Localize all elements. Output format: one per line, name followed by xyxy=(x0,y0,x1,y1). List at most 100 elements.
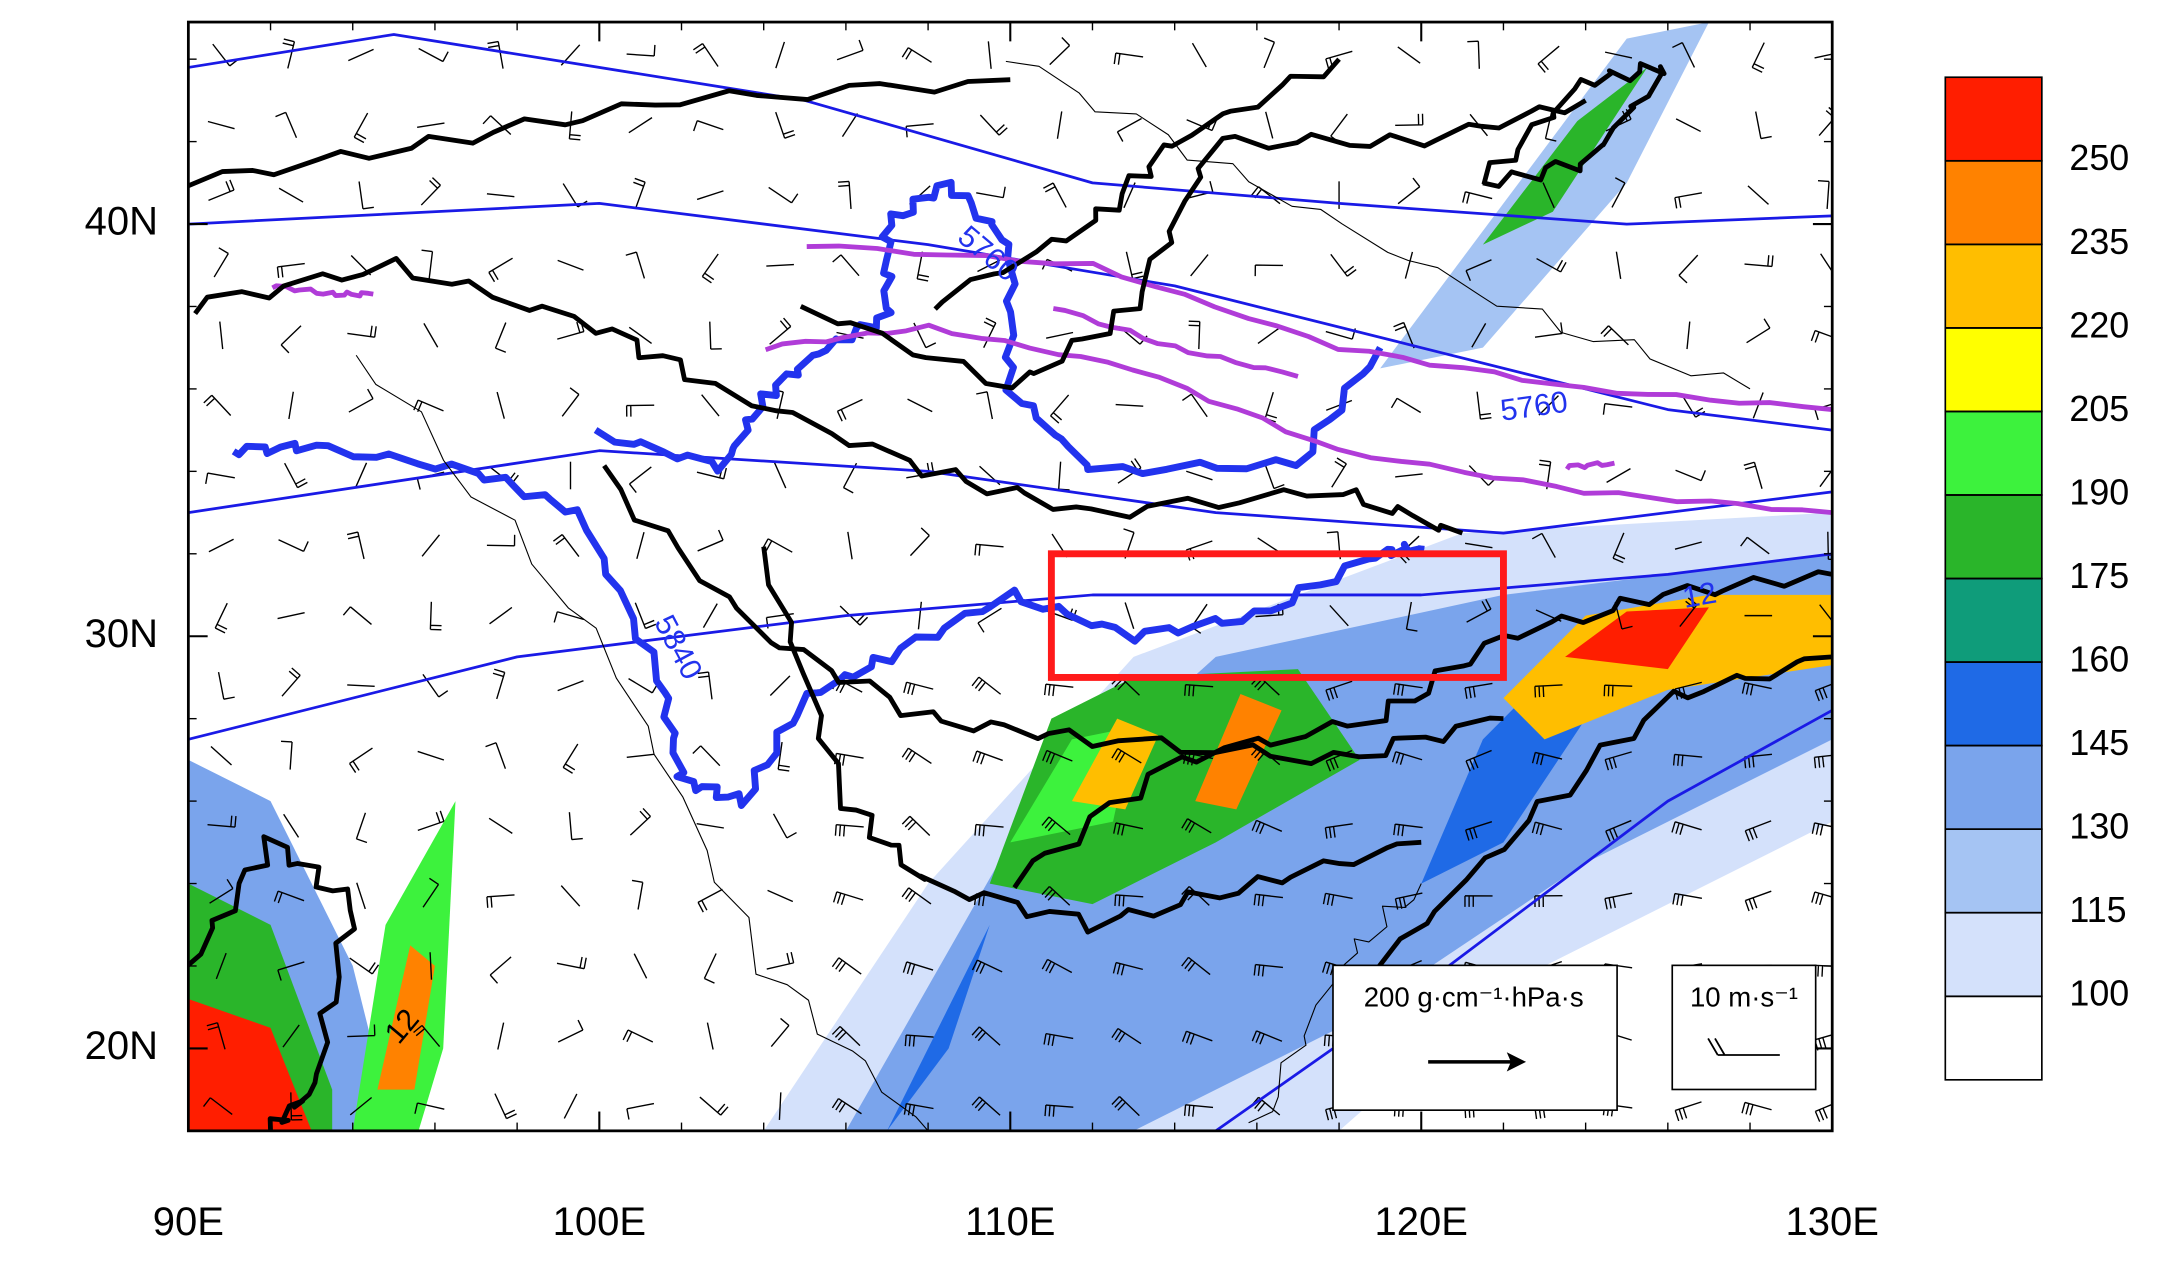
wind-barb xyxy=(974,543,1004,556)
wind-barb xyxy=(1113,822,1144,836)
wind-barb xyxy=(701,394,720,417)
wind-barb xyxy=(1186,470,1213,481)
wind-barb xyxy=(349,957,380,975)
wind-barb xyxy=(1675,118,1701,133)
wind-barb xyxy=(1672,892,1703,906)
wind-barb xyxy=(972,750,1003,765)
wind-barb xyxy=(1476,391,1492,420)
wind-barb xyxy=(1188,320,1201,350)
wind-barb xyxy=(273,890,305,904)
wind-barb xyxy=(1392,683,1423,696)
wind-barb xyxy=(552,533,580,558)
wind-barb xyxy=(497,1022,505,1050)
wind-barb xyxy=(420,177,441,206)
wind-barb xyxy=(1678,254,1699,284)
wind-barb xyxy=(568,812,583,841)
wind-barb xyxy=(556,956,587,970)
wind-barb xyxy=(1466,599,1492,623)
wind-barb xyxy=(1043,182,1067,208)
vector-arrowhead xyxy=(1506,1052,1527,1072)
wind-barb xyxy=(1329,604,1349,627)
wind-barb xyxy=(1751,42,1765,73)
wind-barb xyxy=(1471,323,1487,348)
wind-barb xyxy=(837,180,852,209)
wind-barb xyxy=(1538,395,1559,416)
wind-barb xyxy=(208,179,235,202)
purple-contour xyxy=(1052,306,1299,379)
wind-barb xyxy=(901,815,931,836)
wind-barb xyxy=(489,606,513,625)
wind-barb xyxy=(557,259,584,271)
wind-barb xyxy=(917,601,923,630)
wind-barb xyxy=(1181,1030,1213,1045)
wind-barb xyxy=(1390,397,1422,414)
wind-barb xyxy=(903,681,934,696)
wind-barb xyxy=(1049,37,1071,66)
wind-barb xyxy=(492,668,506,700)
wind-barb xyxy=(485,742,507,769)
wind-barb xyxy=(979,114,1008,136)
wind-barb xyxy=(1600,325,1629,346)
wind-barb xyxy=(429,601,442,631)
wind-barb xyxy=(628,117,653,134)
wind-barb xyxy=(767,889,794,903)
wind-barb xyxy=(282,1024,300,1048)
wind-barb xyxy=(1263,37,1276,69)
wind-barb xyxy=(203,394,232,416)
wind-barb xyxy=(1605,819,1632,842)
wind-barb xyxy=(278,539,309,552)
x-tick-label: 120E xyxy=(1375,1200,1468,1244)
wind-barb xyxy=(1813,964,1833,977)
wind-barb xyxy=(1612,532,1626,564)
wind-barb xyxy=(207,815,237,828)
wind-barb xyxy=(1814,683,1833,702)
thick-contour xyxy=(593,178,1384,478)
wind-barb xyxy=(488,817,513,834)
wind-barb xyxy=(1056,111,1063,139)
wind-barb xyxy=(1811,822,1833,836)
wind-barb xyxy=(1395,113,1424,127)
wind-barb xyxy=(1112,961,1143,976)
colorbar-cell xyxy=(1944,410,2043,496)
wind-barb xyxy=(633,177,646,209)
wind-barb xyxy=(772,813,797,839)
wind-barb xyxy=(971,1096,1001,1116)
wind-barb xyxy=(762,538,793,553)
boundary-line xyxy=(602,464,1504,767)
wind-barb xyxy=(1050,394,1070,424)
wind-barb xyxy=(1604,892,1633,910)
boundary-line xyxy=(933,57,1341,311)
colorbar-cell xyxy=(1944,995,2043,1081)
wind-barb xyxy=(904,1034,934,1047)
wind-barb xyxy=(1811,891,1833,906)
wind-barb xyxy=(1744,820,1772,842)
wind-barb xyxy=(1181,393,1208,418)
wind-barb xyxy=(831,1098,862,1115)
wind-barb xyxy=(775,111,796,139)
wind-barb xyxy=(283,813,300,838)
wind-barb xyxy=(1819,468,1833,488)
wind-barb xyxy=(847,531,853,560)
wind-barb xyxy=(417,750,445,761)
wind-barb xyxy=(832,254,860,277)
wind-barb xyxy=(696,190,724,201)
shading xyxy=(188,22,1833,1131)
geopotential-contour xyxy=(188,552,1833,741)
wind-barb xyxy=(413,1024,441,1048)
wind-barb xyxy=(280,740,293,770)
wind-barb xyxy=(486,894,515,908)
axes: 90E 100E 110E 120E 130E 20N 30N 40N xyxy=(85,20,1879,1244)
wind-barb xyxy=(1462,191,1493,204)
wind-barb xyxy=(773,462,787,489)
wind-barb xyxy=(486,534,516,547)
geopotential-contour xyxy=(188,202,1833,432)
wind-barb xyxy=(1250,1096,1281,1116)
legend: 200 g·cm⁻¹·hPa·s 10 m·s⁻¹ xyxy=(1332,964,1817,1111)
wind-barb xyxy=(1397,46,1421,64)
wind-barb xyxy=(1114,894,1144,907)
boundary-line xyxy=(799,98,1587,391)
wind-barb xyxy=(356,882,366,910)
wind-barb xyxy=(358,181,374,210)
y-tick-label: 20N xyxy=(85,1024,158,1068)
